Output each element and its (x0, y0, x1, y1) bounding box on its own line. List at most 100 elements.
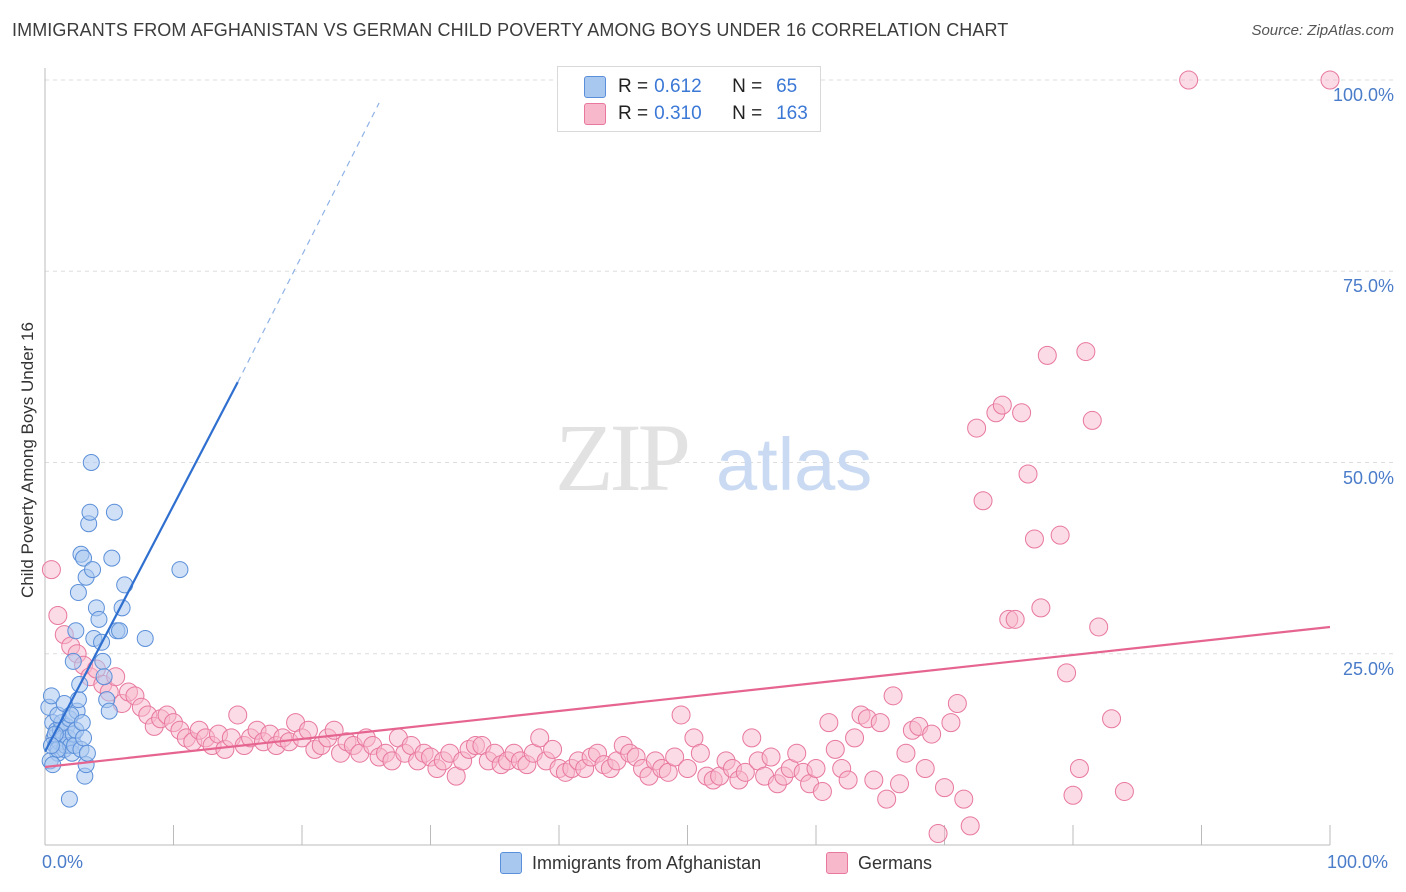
chart-title: IMMIGRANTS FROM AFGHANISTAN VS GERMAN CH… (12, 20, 1009, 40)
germans-point (922, 724, 942, 744)
germans-point (543, 739, 563, 759)
afghanistan-point (75, 729, 93, 747)
watermark: ZIP atlas (555, 404, 872, 511)
germans-point (896, 743, 916, 763)
germans-point (48, 606, 68, 625)
afghanistan-point (171, 561, 189, 579)
legend-n-key: N = (732, 76, 763, 97)
germans-point (992, 395, 1012, 415)
bottom-legend-swatch-pink (826, 852, 848, 874)
watermark-zip: ZIP (555, 404, 688, 511)
afghanistan-point (103, 549, 121, 567)
watermark-atlas: atlas (716, 423, 872, 506)
germans-point (1037, 345, 1057, 365)
germans-point (1057, 663, 1077, 683)
germans-point (967, 418, 987, 438)
germans-point (877, 789, 897, 809)
germans-point (1063, 785, 1083, 805)
germans-point (935, 778, 954, 798)
axes (44, 68, 1331, 846)
germans-point (742, 728, 762, 748)
bottom-legend-label: Immigrants from Afghanistan (532, 852, 762, 873)
germans-point (941, 713, 961, 733)
germans-trend-line (44, 625, 1331, 769)
germans-point (761, 747, 781, 767)
germans-point (41, 560, 61, 580)
afghanistan-trend-line (44, 381, 239, 753)
x-tick-min: 0.0% (42, 852, 84, 872)
afghanistan-point (67, 622, 85, 640)
germans-point (735, 762, 755, 782)
afghanistan-point (64, 652, 82, 670)
germans-point (1005, 609, 1025, 629)
germans-point (1031, 598, 1051, 618)
germans-point (883, 686, 903, 706)
germans-point (819, 713, 839, 733)
germans-point (1050, 525, 1070, 545)
y-axis-label: Child Poverty Among Boys Under 16 (18, 322, 37, 598)
legend-row-afghanistan: R = 0.612 N = 65 (558, 73, 797, 101)
legend-n-key: N = (732, 103, 763, 124)
afghanistan-point (90, 610, 108, 628)
legend-swatch-blue (584, 76, 606, 98)
legend-n-value: 163 (776, 103, 808, 124)
germans-point (954, 789, 974, 809)
germans-point (915, 759, 935, 778)
germans-point (960, 816, 980, 836)
germans-point (806, 759, 826, 778)
germans-point (1082, 410, 1102, 430)
germans-point (812, 781, 832, 801)
germans-point (1102, 709, 1122, 729)
afghanistan-point (73, 714, 91, 732)
germans-point (787, 743, 807, 763)
afghanistan-point (75, 549, 93, 567)
legend-r-key: R = (618, 76, 649, 97)
legend-row-germans: R = 0.310 N = 163 (558, 100, 808, 128)
bottom-legend-afghanistan: Immigrants from Afghanistan (500, 852, 761, 874)
germans-point (1179, 70, 1199, 90)
afghanistan-point (60, 790, 78, 808)
legend-r-key: R = (618, 103, 649, 124)
germans-point (1089, 617, 1109, 637)
afghanistan-point (105, 503, 123, 521)
afghanistan-trend-extension (237, 102, 380, 383)
legend-r-value: 0.612 (654, 76, 702, 97)
germans-points (41, 70, 1340, 844)
bottom-legend-swatch-blue (500, 852, 522, 874)
afghanistan-point (136, 629, 154, 647)
germans-point (1024, 529, 1044, 549)
germans-point (838, 770, 858, 790)
y-tick-label: 50.0% (1342, 467, 1394, 488)
afghanistan-point (42, 687, 60, 705)
germans-point (845, 728, 865, 748)
afghanistan-point (69, 584, 87, 602)
germans-point (864, 770, 884, 790)
germans-point (671, 705, 691, 725)
afghanistan-point (84, 561, 102, 579)
afghanistan-point (78, 744, 96, 762)
y-tick-label: 100.0% (1332, 85, 1394, 105)
legend-r-value: 0.310 (654, 103, 702, 124)
germans-point (1320, 70, 1340, 90)
afghanistan-point (95, 668, 113, 686)
afghanistan-point (81, 503, 99, 521)
legend-n-value: 65 (776, 76, 798, 97)
germans-point (665, 747, 685, 767)
germans-point (1069, 759, 1089, 778)
afghanistan-point (111, 622, 129, 640)
correlation-legend: R = 0.612 N = 65 R = 0.310 N = 163 (557, 66, 821, 132)
germans-point (530, 728, 550, 748)
germans-point (1076, 342, 1096, 362)
grid-lines (45, 79, 1395, 655)
x-tick-max: 100.0% (1327, 852, 1389, 872)
source-credit: Source: ZipAtlas.com (1251, 22, 1394, 39)
germans-point (890, 774, 910, 794)
afghanistan-point (82, 454, 100, 471)
y-tick-label: 25.0% (1342, 658, 1394, 679)
afghanistan-point (100, 702, 118, 720)
y-tick-label: 75.0% (1342, 276, 1394, 297)
germans-point (690, 743, 710, 763)
germans-point (825, 739, 845, 759)
bottom-legend-germans: Germans (826, 852, 932, 874)
